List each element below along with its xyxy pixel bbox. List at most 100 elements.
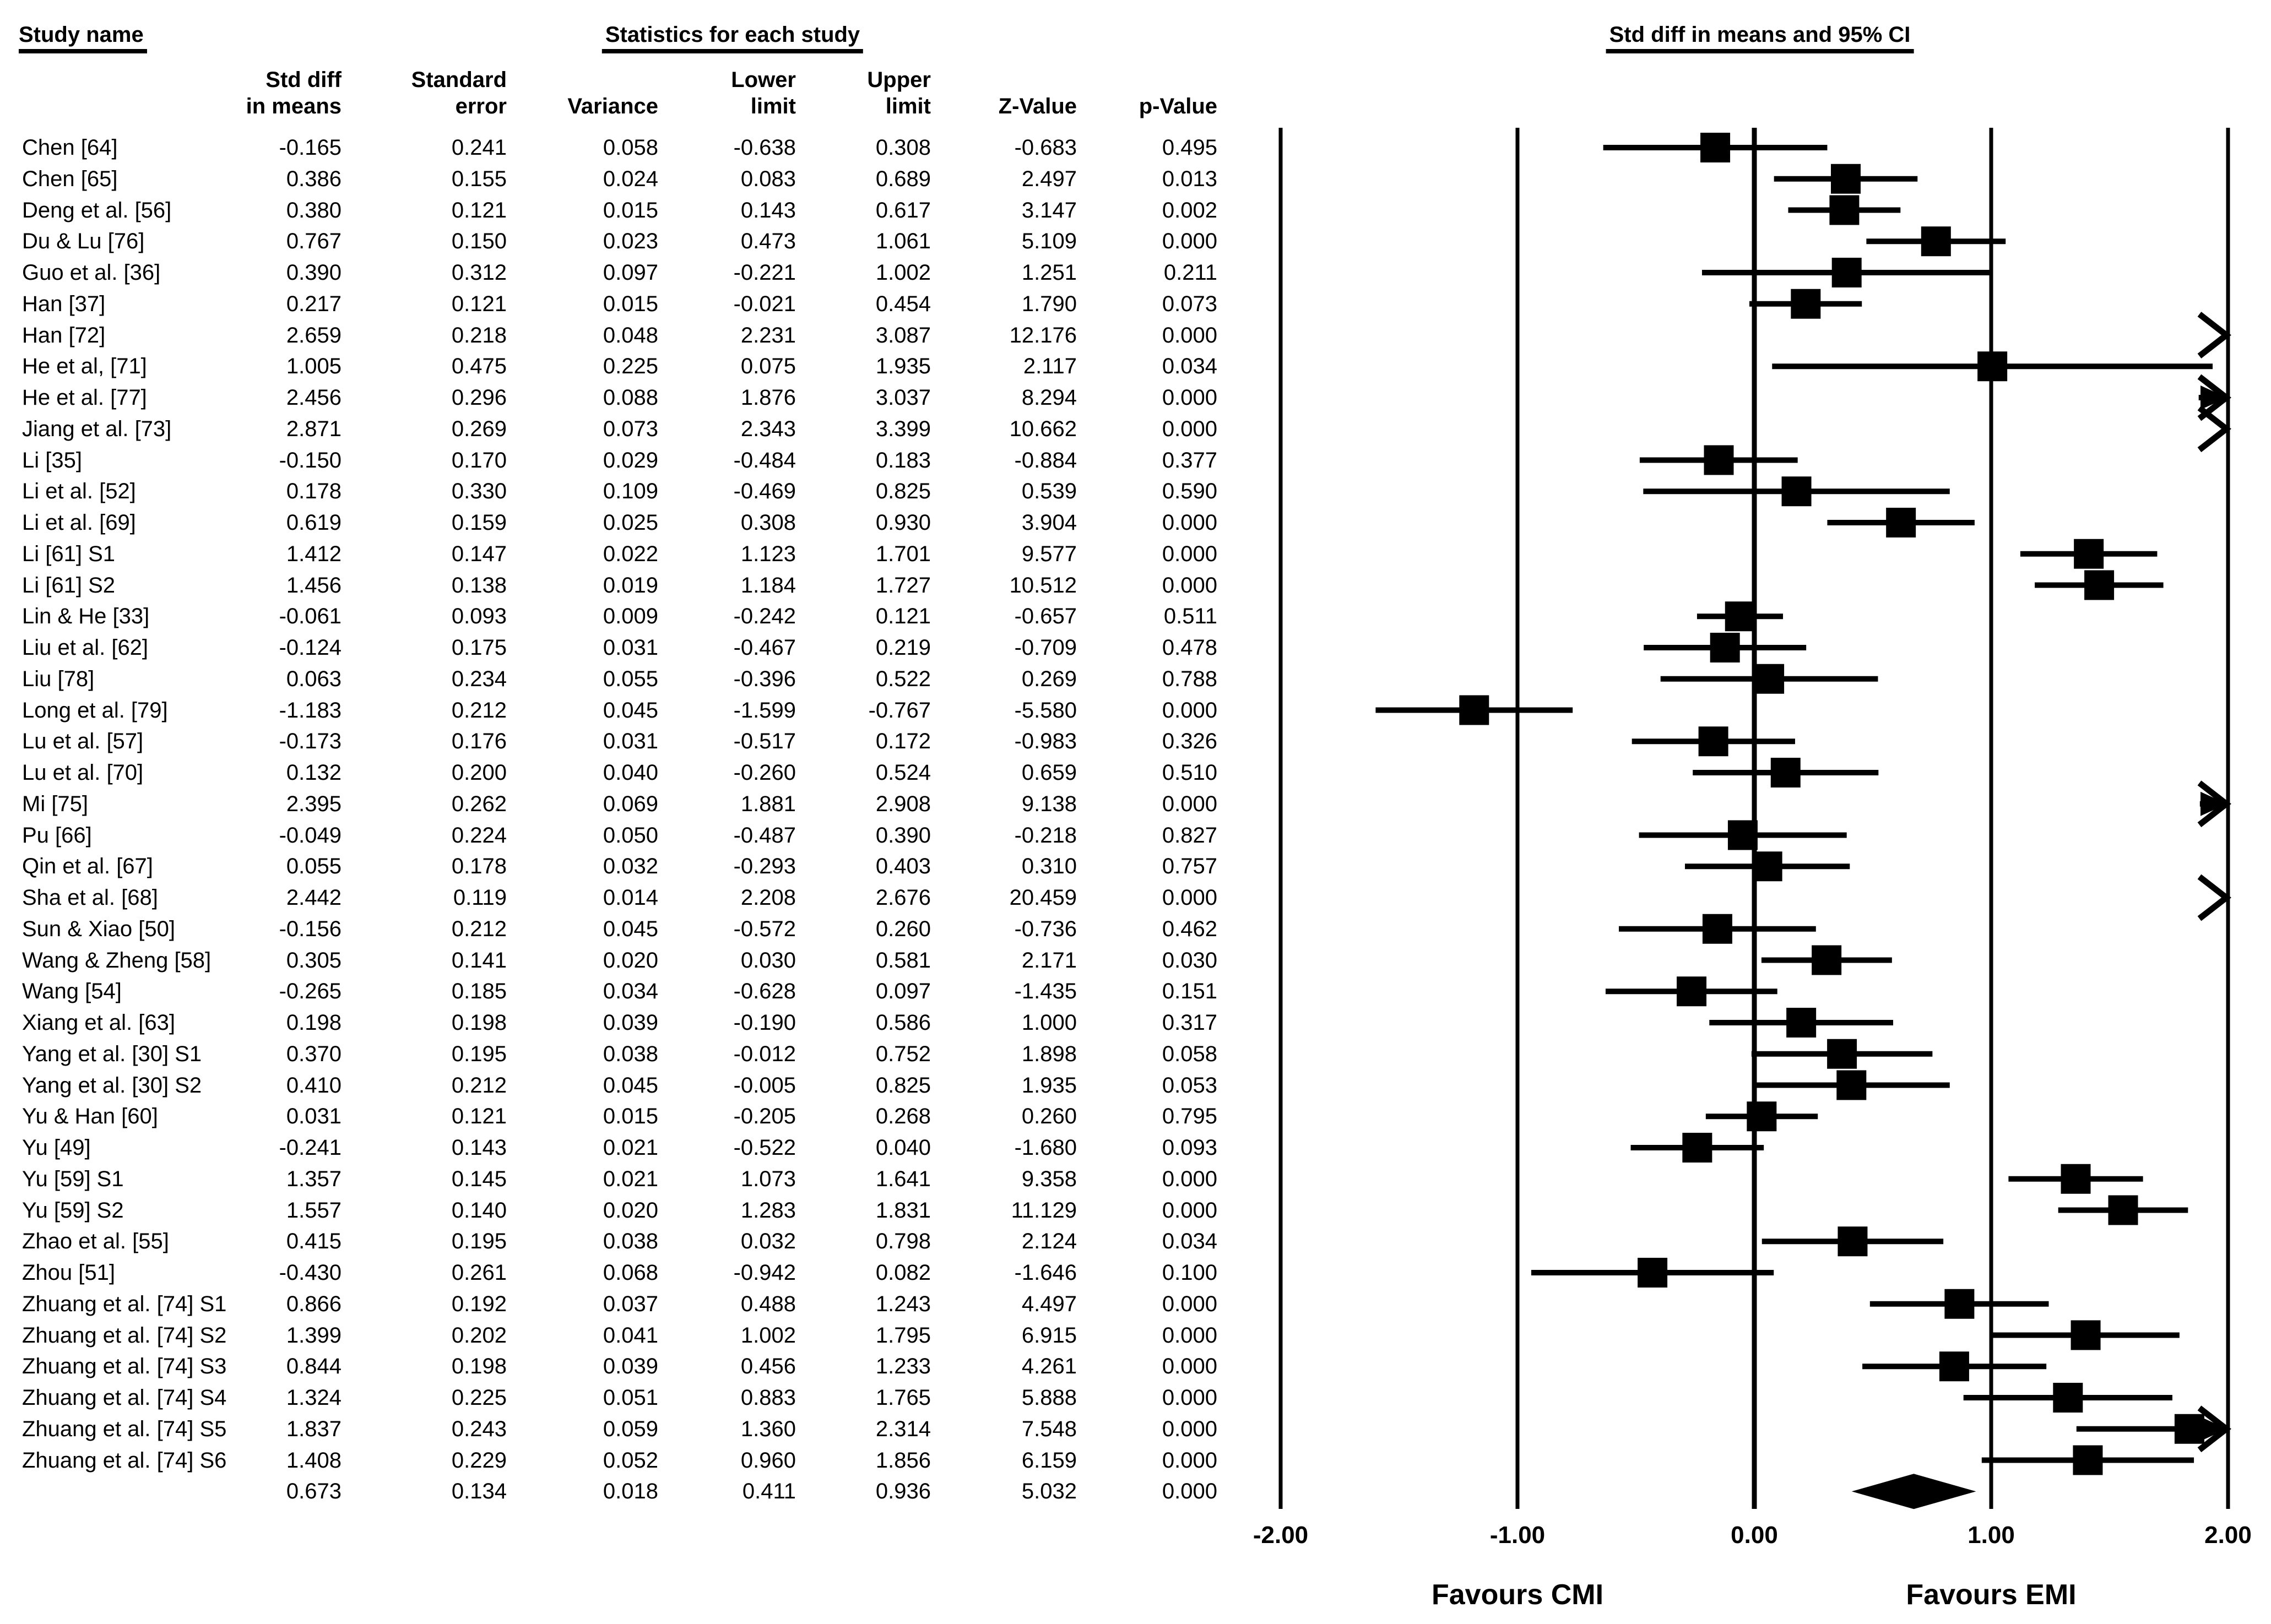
table-row: He et al. [77] 2.456 0.296 0.088 1.876 3.037 8… <box>0 384 1267 411</box>
point-estimate-marker <box>2108 1195 2138 1225</box>
cell-p: 0.510 <box>1162 761 1217 785</box>
cell-std_err: 0.155 <box>451 166 507 191</box>
cell-std_err: 0.243 <box>451 1416 507 1441</box>
cell-z: 10.662 <box>1009 416 1077 441</box>
table-row: Sun & Xiao [50] -0.156 0.212 0.045 -0.572 0.2… <box>0 916 1267 942</box>
cell-p: 0.000 <box>1162 573 1217 598</box>
cell-study-name: Li [61] S2 <box>22 573 116 598</box>
point-estimate-marker <box>1944 1289 1975 1319</box>
table-row: Zhuang et al. [74] S3 0.844 0.198 0.039 0.45… <box>0 1353 1267 1379</box>
cell-variance: 0.020 <box>603 1198 658 1223</box>
cell-upper: 0.082 <box>875 1261 931 1285</box>
cell-std_diff: 0.132 <box>286 761 342 785</box>
cell-std_diff: 2.456 <box>286 385 342 410</box>
arrowhead-icon <box>2200 1416 2227 1441</box>
cell-upper: 2.676 <box>875 886 931 910</box>
cell-variance: 0.109 <box>603 479 658 504</box>
cell-std_err: 0.093 <box>451 604 507 629</box>
cell-lower: -0.260 <box>733 761 796 785</box>
table-row: Long et al. [79] -1.183 0.212 0.045 -1.599 -0… <box>0 697 1267 724</box>
column-header-lower: Lower limit <box>731 68 796 118</box>
offscale-arrow-icon <box>2197 312 2231 359</box>
cell-std_diff: 2.395 <box>286 791 342 816</box>
cell-upper: 0.308 <box>875 135 931 160</box>
cell-study-name: Chen [65] <box>22 166 118 191</box>
cell-std_diff: 0.866 <box>286 1291 342 1316</box>
point-estimate-marker <box>1747 1101 1777 1132</box>
cell-variance: 0.045 <box>603 698 658 723</box>
cell-std_err: 0.170 <box>451 448 507 472</box>
table-row: Li et al. [69] 0.619 0.159 0.025 0.308 0.930 3… <box>0 509 1267 536</box>
cell-upper: 0.260 <box>875 916 931 941</box>
point-estimate-marker <box>1921 226 1951 257</box>
cell-variance: 0.051 <box>603 1386 658 1410</box>
cell-std_err: 0.140 <box>451 1198 507 1223</box>
cell-std_diff: 0.063 <box>286 666 342 691</box>
cell-upper: 1.795 <box>875 1323 931 1348</box>
cell-z: 0.260 <box>1021 1104 1077 1129</box>
cell-lower: -0.293 <box>733 854 796 879</box>
cell-study-name: Sha et al. [68] <box>22 886 158 910</box>
cell-std_diff: -0.173 <box>279 729 342 754</box>
cell-variance: 0.038 <box>603 1229 658 1254</box>
offscale-arrow-icon <box>2197 874 2231 921</box>
cell-lower: 2.208 <box>740 886 796 910</box>
favours-right-label: Favours EMI <box>1906 1579 2077 1611</box>
cell-p: 0.757 <box>1162 854 1217 879</box>
cell-lower: -0.942 <box>733 1261 796 1285</box>
cell-study-name: Li [35] <box>22 448 82 472</box>
point-estimate-marker <box>2061 1164 2091 1194</box>
cell-upper: 0.040 <box>875 1136 931 1160</box>
cell-std_err: 0.224 <box>451 823 507 848</box>
cell-p: 0.002 <box>1162 198 1217 222</box>
cell-variance: 0.073 <box>603 416 658 441</box>
cell-std_err: 0.225 <box>451 1386 507 1410</box>
cell-std_diff: 2.871 <box>286 416 342 441</box>
cell-z: 0.269 <box>1021 666 1077 691</box>
table-row: Lu et al. [57] -0.173 0.176 0.031 -0.517 0.17… <box>0 728 1267 754</box>
cell-std_err: 0.200 <box>451 761 507 785</box>
cell-lower: 0.456 <box>740 1354 796 1379</box>
cell-upper: 1.002 <box>875 260 931 285</box>
cell-lower: 0.883 <box>740 1386 796 1410</box>
cell-upper: 0.825 <box>875 479 931 504</box>
cell-upper: 1.701 <box>875 541 931 566</box>
cell-std_diff: 1.399 <box>286 1323 342 1348</box>
table-row-overall: 0.673 0.134 0.018 0.411 0.936 5.032 0.000 <box>0 1478 1267 1504</box>
cell-variance: 0.021 <box>603 1136 658 1160</box>
cell-study-name: Du & Lu [76] <box>22 229 145 254</box>
column-header-std_err: Standard error <box>411 68 507 118</box>
cell-z: 9.138 <box>1021 791 1077 816</box>
cell-variance: 0.050 <box>603 823 658 848</box>
cell-study-name: Lu et al. [57] <box>22 729 144 754</box>
cell-p: 0.000 <box>1162 1479 1217 1504</box>
cell-std_err: 0.234 <box>451 666 507 691</box>
cell-z: 10.512 <box>1009 573 1077 598</box>
cell-p: 0.100 <box>1162 1261 1217 1285</box>
table-row: Qin et al. [67] 0.055 0.178 0.032 -0.293 0.40… <box>0 853 1267 879</box>
point-estimate-marker <box>1677 976 1707 1007</box>
cell-variance: 0.039 <box>603 1011 658 1035</box>
offscale-arrow-icon <box>2197 1405 2231 1453</box>
cell-variance: 0.055 <box>603 666 658 691</box>
table-row: Zhuang et al. [74] S6 1.408 0.229 0.052 0.96… <box>0 1447 1267 1474</box>
cell-variance: 0.058 <box>603 135 658 160</box>
cell-std_diff: 0.198 <box>286 1011 342 1035</box>
cell-p: 0.034 <box>1162 1229 1217 1254</box>
cell-z: 5.032 <box>1021 1479 1077 1504</box>
cell-study-name: Han [37] <box>22 291 106 316</box>
cell-std_err: 0.185 <box>451 979 507 1004</box>
cell-z: 1.790 <box>1021 291 1077 316</box>
cell-study-name: Zhao et al. [55] <box>22 1229 169 1254</box>
cell-upper: 0.936 <box>875 1479 931 1504</box>
cell-std_diff: 0.305 <box>286 948 342 973</box>
cell-study-name: Wang [54] <box>22 979 122 1004</box>
cell-z: 0.310 <box>1021 854 1077 879</box>
cell-z: 4.497 <box>1021 1291 1077 1316</box>
column-header-std_diff: Std diff in means <box>246 68 342 118</box>
table-row: Yu [59] S2 1.557 0.140 0.020 1.283 1.831 11.12… <box>0 1197 1267 1224</box>
table-row: Lin & He [33] -0.061 0.093 0.009 -0.242 0.121… <box>0 603 1267 629</box>
table-row: Lu et al. [70] 0.132 0.200 0.040 -0.260 0.524… <box>0 759 1267 786</box>
point-estimate-marker <box>1786 1008 1817 1038</box>
